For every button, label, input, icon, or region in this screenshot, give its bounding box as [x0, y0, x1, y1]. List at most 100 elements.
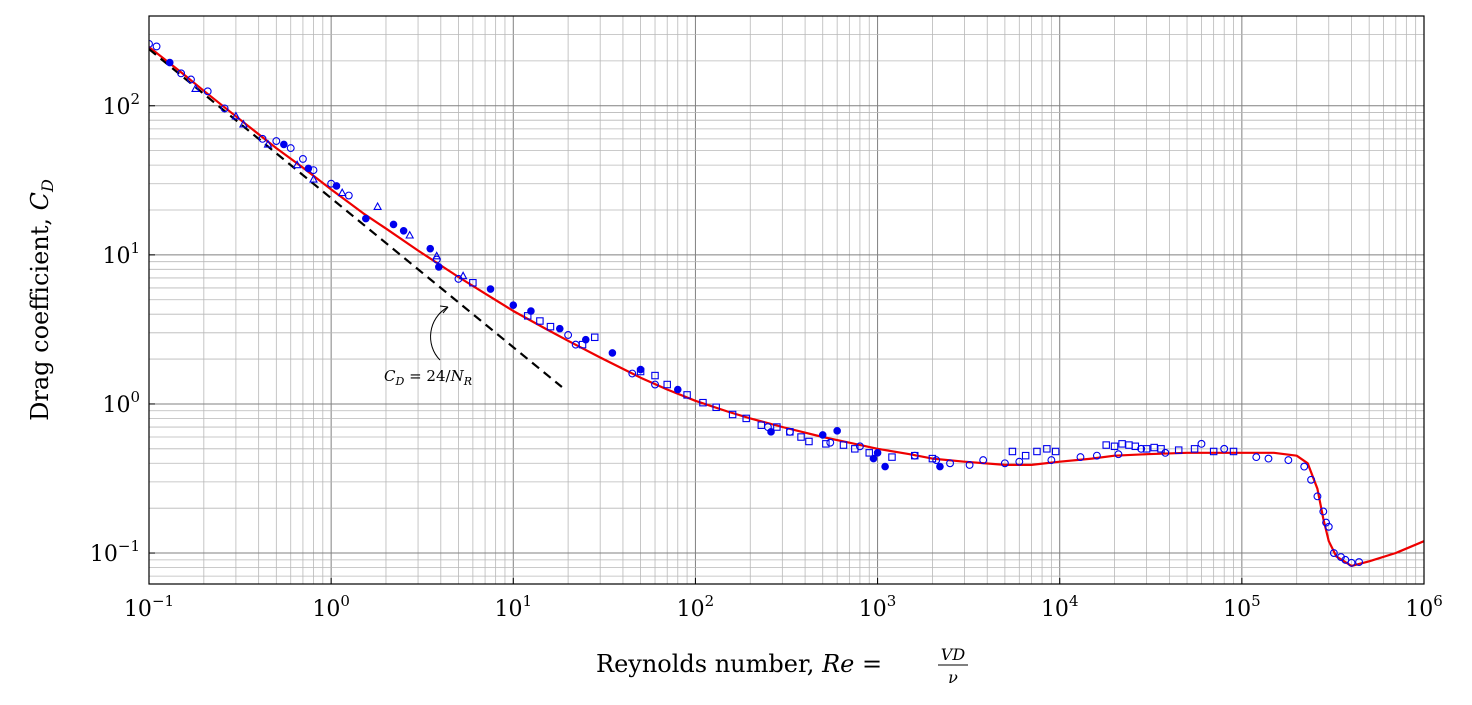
open-circle-marker	[286, 144, 295, 153]
open-square-marker	[911, 451, 919, 460]
x-tick-label-base: 10	[1041, 597, 1069, 622]
annotation-arrowhead	[439, 305, 449, 314]
open-circle-marker	[1307, 475, 1316, 484]
open-square-marker	[590, 333, 599, 342]
y-tick-label-base: 10	[102, 95, 130, 120]
open-circle-marker	[177, 69, 186, 78]
y-axis-title: Drag coefficient, CD	[26, 179, 57, 421]
open-square-marker	[865, 449, 873, 457]
open-triangle-marker	[231, 111, 241, 120]
annotation-label: CD = 24/NR	[384, 367, 472, 388]
open-square-marker	[1051, 447, 1060, 456]
open-circle-marker	[187, 75, 195, 84]
open-triangle-marker	[309, 174, 318, 183]
filled-circle-marker	[426, 244, 435, 253]
open-circle-marker	[1197, 439, 1206, 448]
y-tick-label: 100	[102, 388, 140, 418]
open-triangle-marker	[458, 271, 468, 280]
open-circle-marker	[1313, 492, 1322, 501]
x-tick-label-base: 10	[312, 597, 340, 622]
y-tick-label: 101	[102, 239, 140, 269]
open-circle-marker	[965, 460, 974, 469]
open-square-marker	[663, 380, 671, 389]
open-square-marker	[651, 371, 659, 380]
x-axis-title-equals: =	[854, 650, 882, 678]
open-square-marker	[1190, 445, 1199, 453]
filled-circle-marker	[435, 263, 443, 271]
open-triangle-marker	[405, 230, 415, 239]
open-square-marker	[636, 367, 645, 376]
open-square-marker	[1033, 447, 1041, 456]
x-tick-label: 100	[312, 592, 350, 622]
open-square-marker	[1131, 442, 1140, 451]
x-tick-label: 106	[1405, 592, 1443, 622]
open-circle-marker	[272, 137, 281, 145]
open-square-marker	[928, 454, 937, 463]
open-square-marker	[742, 414, 750, 423]
x-tick-label-exp: 3	[887, 592, 897, 610]
open-square-marker	[1229, 447, 1238, 456]
annotation-subscript-d: D	[394, 375, 404, 388]
open-circle-marker	[564, 331, 573, 339]
x-tick-label: 105	[1223, 592, 1261, 622]
filled-circle-marker	[873, 449, 882, 457]
annotation-middle: = 24/	[404, 367, 451, 385]
filled-circle-marker	[555, 324, 564, 333]
open-circle-marker	[152, 42, 161, 51]
annotation-subscript-r: R	[463, 375, 472, 388]
x-tick-label: 104	[1041, 592, 1079, 622]
open-circle-marker	[1161, 448, 1170, 457]
open-circle-marker	[1322, 518, 1331, 527]
open-circle-marker	[1355, 558, 1364, 567]
filled-circle-marker	[833, 427, 841, 435]
open-square-marker	[757, 421, 766, 429]
open-circle-marker	[826, 438, 835, 447]
open-circle-marker	[1114, 450, 1123, 459]
x-tick-label-base: 10	[1223, 597, 1251, 622]
open-triangle-marker	[373, 201, 383, 210]
open-circle-marker	[298, 154, 307, 163]
x-tick-label: 101	[495, 592, 533, 622]
y-axis-title-prefix: Drag coefficient,	[26, 210, 54, 421]
open-circle-marker	[1341, 555, 1350, 564]
filled-circle-marker	[332, 182, 341, 190]
annotation-symbol: C	[384, 367, 396, 385]
open-square-marker	[1043, 445, 1051, 453]
open-square-marker	[1174, 446, 1183, 454]
open-circle-marker	[1076, 453, 1085, 462]
open-square-marker	[1157, 445, 1165, 453]
open-circle-marker	[1015, 457, 1024, 466]
x-tick-label-base: 10	[1405, 597, 1433, 622]
filled-circle-marker	[608, 349, 617, 357]
filled-circle-marker	[881, 462, 889, 471]
open-triangle-marker	[432, 251, 442, 260]
open-square-marker	[699, 398, 707, 407]
x-tick-label-exp: 4	[1069, 592, 1079, 610]
open-circle-marker	[1047, 456, 1056, 465]
x-tick-label-exp: 0	[340, 592, 350, 610]
y-tick-label-exp: −1	[118, 537, 140, 555]
open-circle-marker	[979, 456, 988, 465]
open-square-marker	[822, 440, 830, 448]
y-tick-label-base: 10	[102, 393, 130, 418]
filled-circle-marker	[509, 301, 518, 309]
open-square-marker	[578, 340, 587, 349]
plot-data	[149, 39, 1424, 568]
plot-frame	[148, 15, 1425, 585]
open-square-marker	[546, 322, 555, 331]
open-square-marker	[851, 445, 859, 453]
annotation-symbol2: N	[450, 367, 465, 385]
open-triangle-marker	[238, 119, 248, 128]
filled-circle-marker	[869, 454, 878, 463]
open-square-marker	[728, 410, 737, 419]
open-square-marker	[712, 403, 720, 412]
y-tick-label-exp: 2	[130, 90, 140, 108]
x-tick-label-exp: 1	[523, 592, 533, 610]
open-triangle-marker	[292, 160, 302, 169]
open-circle-marker	[1319, 507, 1328, 516]
open-circle-marker	[432, 255, 441, 264]
x-axis-fraction-numerator: VD	[941, 645, 966, 664]
x-axis-title-prefix: Reynolds number,	[596, 650, 822, 678]
open-circle-marker	[1137, 444, 1146, 453]
